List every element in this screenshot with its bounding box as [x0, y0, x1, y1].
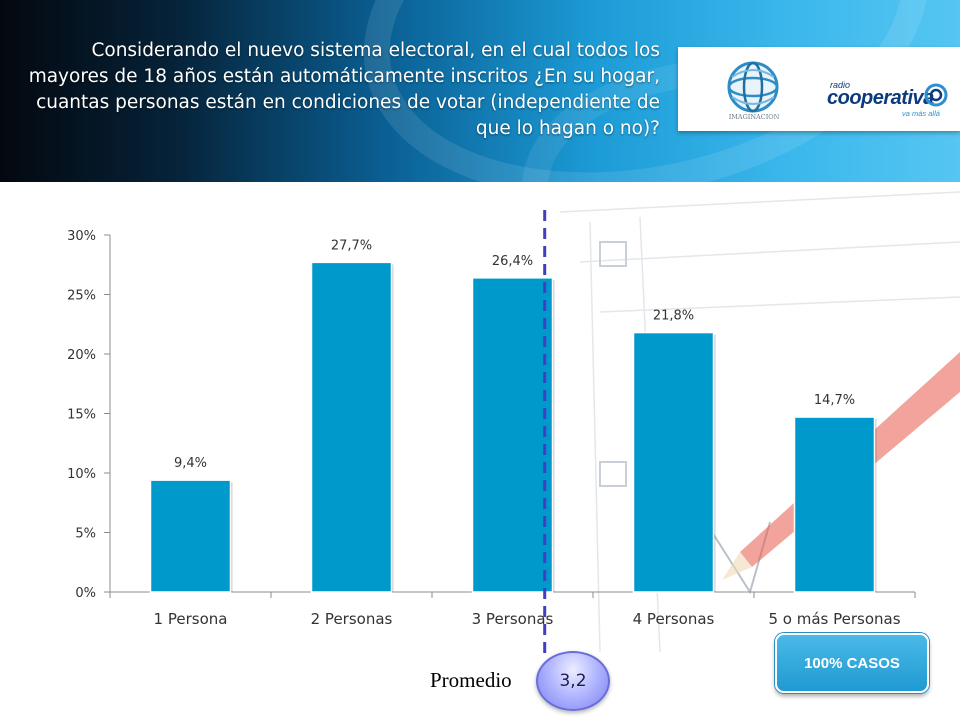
bar-5: [793, 416, 876, 593]
y-tick-label: 20%: [67, 348, 96, 363]
bar-value-label: 14,7%: [814, 393, 855, 408]
cooperativa-logo-small: radio: [830, 80, 851, 90]
bar-value-label: 27,7%: [331, 238, 372, 253]
survey-question-title: Considerando el nuevo sistema electoral,…: [28, 40, 660, 139]
bar-1: [149, 479, 232, 593]
y-axis: 0% 5% 10% 15% 20% 25% 30%: [67, 229, 111, 601]
y-tick-label: 0%: [75, 586, 96, 601]
y-tick-label: 25%: [67, 289, 96, 304]
bar-value-label: 21,8%: [653, 309, 694, 324]
y-tick-label: 10%: [67, 467, 96, 482]
cooperativa-swirl-icon: [924, 83, 948, 107]
x-category-label: 2 Personas: [311, 610, 393, 628]
header-banner: Considerando el nuevo sistema electoral,…: [0, 0, 960, 182]
bar-value-label: 26,4%: [492, 254, 533, 269]
x-category-label: 3 Personas: [472, 610, 554, 628]
cases-badge: 100% CASOS: [775, 633, 929, 693]
bar-value-label: 9,4%: [174, 456, 207, 471]
bar-3: [471, 277, 554, 593]
imaginacion-logo-text: IMAGINACION: [728, 113, 780, 121]
bar-4: [632, 331, 715, 593]
imaginacion-logo-icon: [727, 61, 779, 113]
x-category-label: 1 Persona: [154, 610, 228, 628]
y-tick-label: 30%: [67, 229, 96, 244]
x-category-label: 4 Personas: [633, 610, 715, 628]
cooperativa-logo-name: cooperativa: [827, 87, 934, 109]
logo-panel: IMAGINACION radio cooperativa va más all…: [678, 47, 960, 131]
household-voters-bar-chart: 0% 5% 10% 15% 20% 25% 30% 1 Persona 2 Personas 3…: [67, 210, 916, 660]
y-tick-label: 5%: [75, 527, 96, 542]
bar-2: [310, 261, 393, 593]
x-axis: 1 Persona 2 Personas 3 Personas 4 Personas 5…: [109, 591, 916, 628]
cooperativa-logo-tagline: va más allá: [902, 109, 940, 118]
x-category-label: 5 o más Personas: [768, 610, 900, 628]
promedio-value-badge: 3,2: [536, 651, 610, 711]
y-tick-label: 15%: [67, 408, 96, 423]
promedio-label: Promedio: [430, 668, 512, 692]
